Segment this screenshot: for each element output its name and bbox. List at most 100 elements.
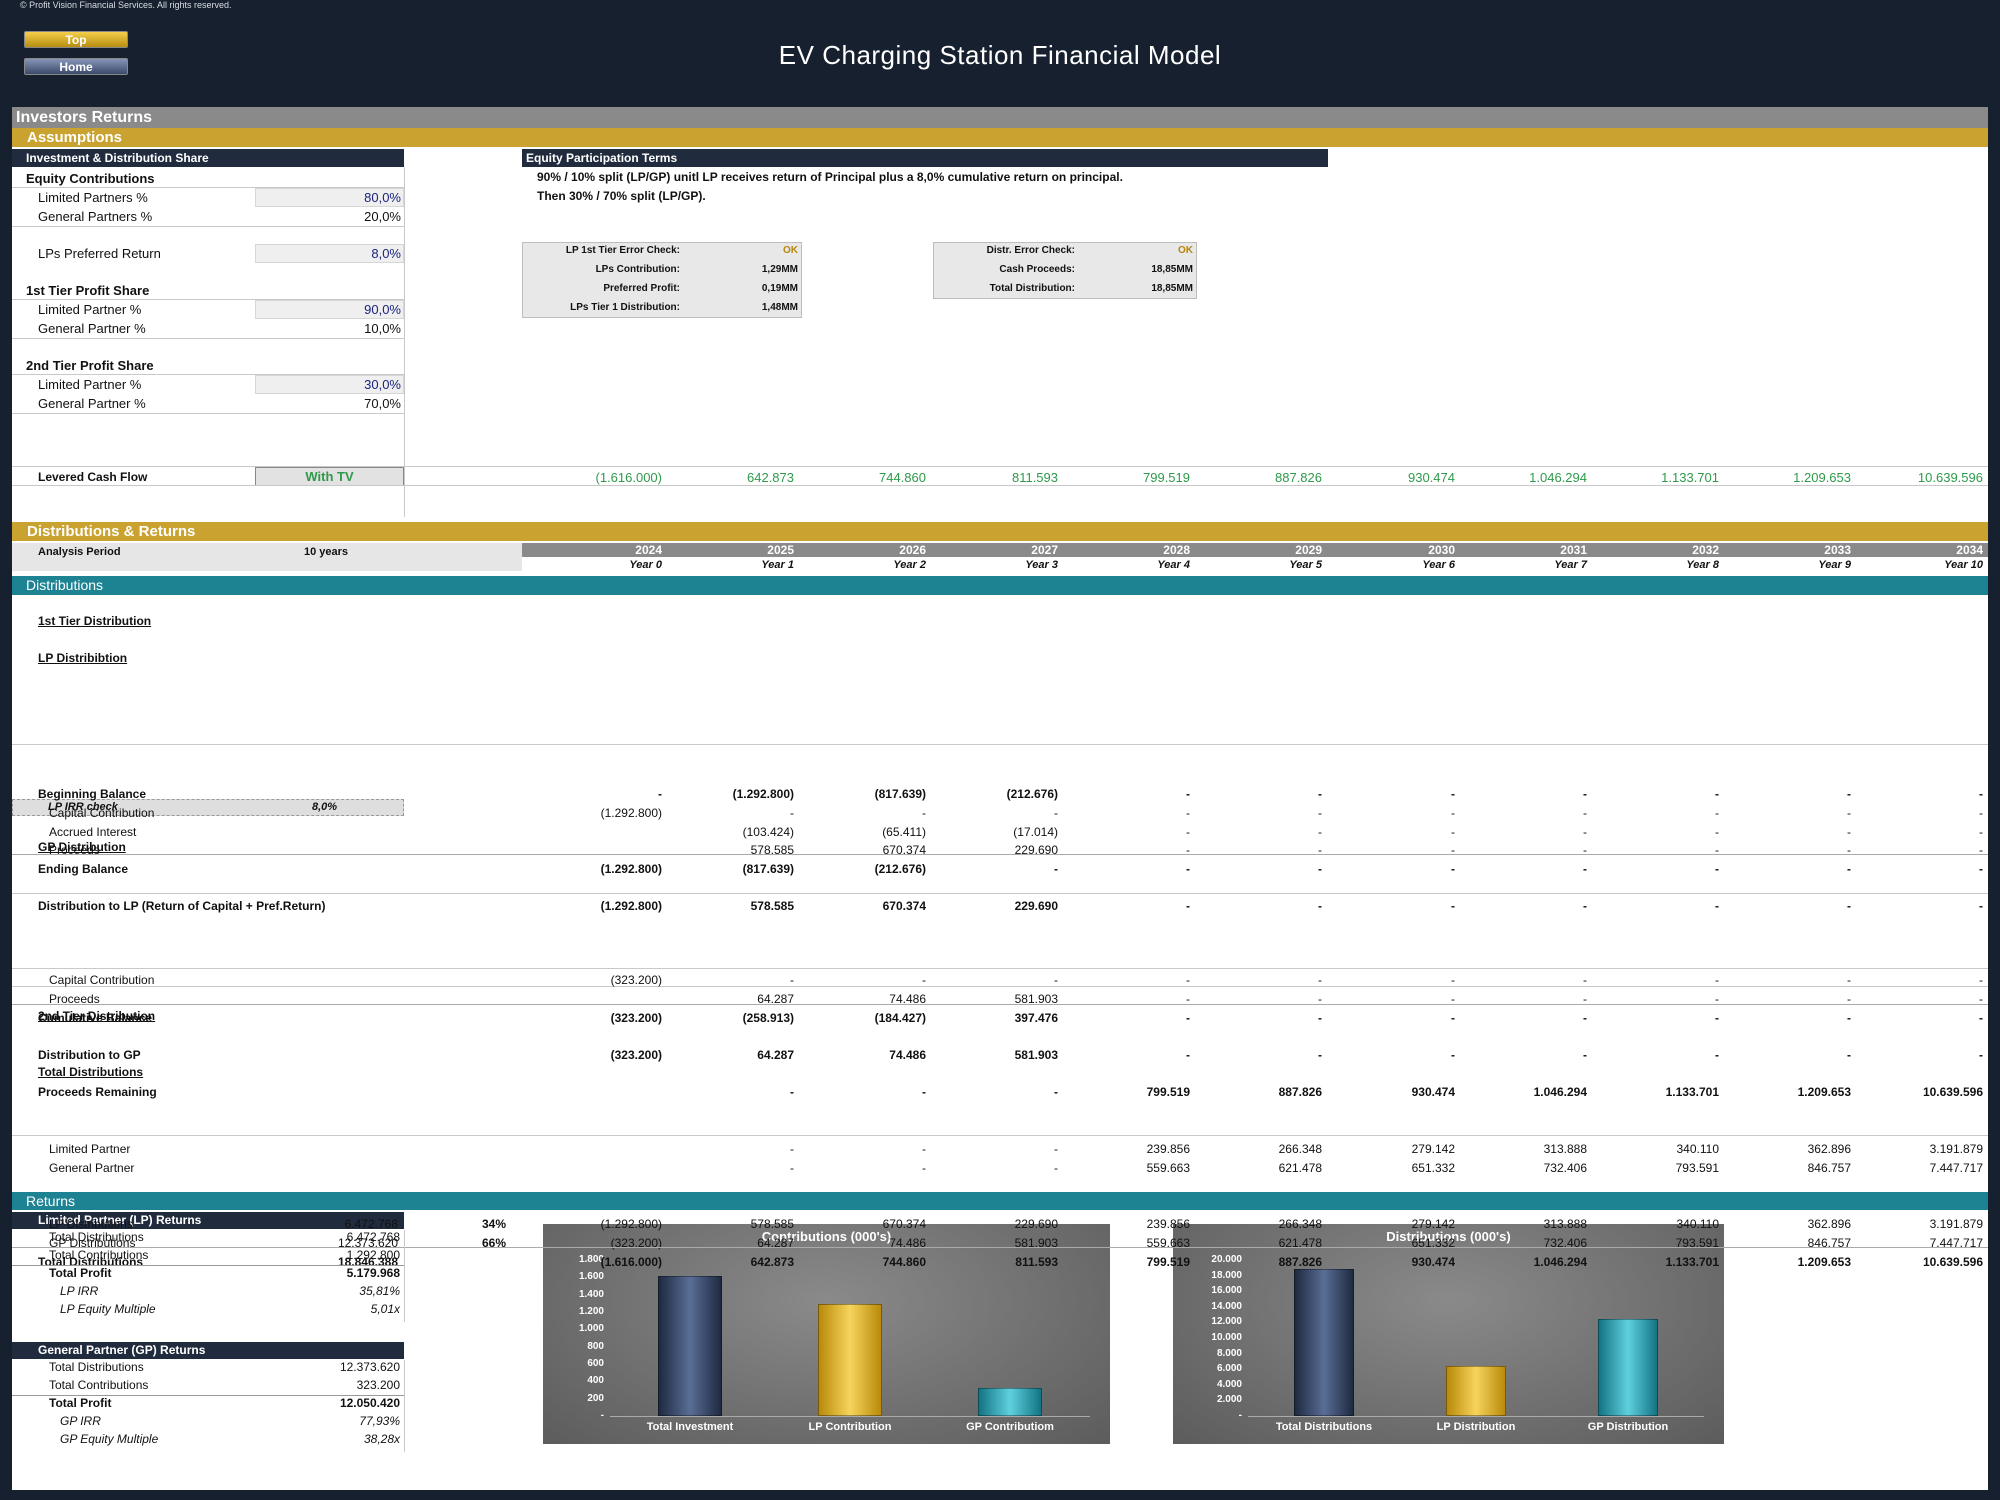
row-value: 1.046.294 <box>1533 1255 1587 1269</box>
tier1-lp-input[interactable]: 90,0% <box>364 302 401 317</box>
lp_returns-label: LP Equity Multiple <box>60 1302 156 1316</box>
year-label: Year 3 <box>1025 559 1058 571</box>
row-value: - <box>922 973 926 987</box>
gp_returns-value: 12.373.620 <box>339 1360 400 1374</box>
year-header: 2024 <box>635 543 662 557</box>
row-value: - <box>1583 899 1587 913</box>
analysis-period-label: Analysis Period <box>38 546 121 558</box>
year-label: Year 5 <box>1289 559 1322 571</box>
assumptions-header: Assumptions <box>12 128 1988 147</box>
pref-return-input[interactable]: 8,0% <box>371 246 401 261</box>
row-value: 642.873 <box>750 1255 794 1269</box>
row-value: - <box>1847 1011 1851 1025</box>
row-value: - <box>1583 806 1587 820</box>
row-value: 651.332 <box>1411 1161 1455 1175</box>
x-axis <box>1248 1416 1704 1417</box>
row-value: - <box>1715 899 1719 913</box>
row-value: - <box>1979 1048 1983 1062</box>
year-header: 2029 <box>1295 543 1322 557</box>
lp-percent-input[interactable]: 80,0% <box>364 190 401 205</box>
row-value: - <box>1847 899 1851 913</box>
levered-cash-flow-label: Levered Cash Flow <box>38 470 148 484</box>
check1-value: 0,19MM <box>761 283 798 294</box>
distributions-returns-header: Distributions & Returns <box>12 522 1988 541</box>
home-button[interactable]: Home <box>24 58 128 75</box>
y-tick-label: 1.000 <box>578 1323 604 1335</box>
terms-line-1: 90% / 10% split (LP/GP) unitl LP receive… <box>537 170 1123 184</box>
row-value: (1.292.800) <box>600 806 662 820</box>
row-value: 621.478 <box>1278 1236 1322 1250</box>
row-value: 313.888 <box>1543 1217 1587 1231</box>
tier2-gp-value: 70,0% <box>364 396 401 411</box>
tier2-lp-input[interactable]: 30,0% <box>364 377 401 392</box>
row-value: 930.474 <box>1411 1085 1455 1099</box>
row-value: - <box>1979 973 1983 987</box>
row-value: - <box>1451 843 1455 857</box>
year-label: Year 9 <box>1818 559 1851 571</box>
x-axis <box>610 1416 1090 1417</box>
gp_returns-value: 38,28x <box>363 1432 400 1446</box>
row-value: (212.676) <box>1006 787 1058 801</box>
row-value: - <box>1054 1142 1058 1156</box>
bar-2 <box>1598 1319 1658 1416</box>
row-value: - <box>790 1085 794 1099</box>
gp-percent-value: 20,0% <box>364 209 401 224</box>
row-value: - <box>1054 973 1058 987</box>
with-tv-toggle[interactable]: With TV <box>305 469 354 484</box>
row-value: 7.447.717 <box>1929 1236 1983 1250</box>
row-value: - <box>1583 1011 1587 1025</box>
row-value: 559.663 <box>1146 1236 1190 1250</box>
analysis-period-value: 10 years <box>304 546 349 558</box>
year-label: Year 8 <box>1686 559 1719 571</box>
row-label: Ending Balance <box>38 862 129 876</box>
y-tick-label: 400 <box>587 1375 604 1387</box>
row-value: 670.374 <box>882 843 926 857</box>
year-header: 2025 <box>767 543 794 557</box>
row-value: - <box>1847 992 1851 1006</box>
row-value: (65.411) <box>882 825 926 839</box>
row-value: 229.690 <box>1014 1217 1058 1231</box>
row-label: Proceeds <box>49 992 100 1006</box>
worksheet: Investors Returns Assumptions Investment… <box>12 107 1988 1490</box>
row-value: 10.639.596 <box>1922 1085 1983 1099</box>
lp_returns-value: 1.292.800 <box>346 1248 400 1262</box>
y-tick-label: 4.000 <box>1216 1378 1242 1390</box>
row-total: 12.373.620 <box>337 1236 398 1250</box>
row-value: - <box>1583 862 1587 876</box>
row-value: - <box>790 1142 794 1156</box>
check1-value: OK <box>783 245 798 256</box>
y-tick-label: 18.000 <box>1211 1269 1242 1281</box>
y-tick-label: - <box>600 1410 604 1421</box>
row-label: Accrued Interest <box>49 825 137 839</box>
row-value: (17.014) <box>1013 825 1058 839</box>
row-value: - <box>1318 843 1322 857</box>
row-value: - <box>1715 973 1719 987</box>
levered-cash-flow-value: (1.616.000) <box>595 470 663 485</box>
levered-cash-flow-value: 887.826 <box>1275 470 1322 485</box>
row-value: - <box>1186 862 1190 876</box>
tier2-lp-label: Limited Partner % <box>38 377 142 392</box>
row-value: - <box>1451 825 1455 839</box>
row-value: - <box>922 1142 926 1156</box>
row-value: (1.616.000) <box>600 1255 662 1269</box>
row-value: 1.209.653 <box>1797 1085 1851 1099</box>
row-value: 578.585 <box>750 843 794 857</box>
top-button[interactable]: Top <box>24 31 128 48</box>
row-value: - <box>1979 843 1983 857</box>
levered-cash-flow-value: 799.519 <box>1143 470 1190 485</box>
check1-label: LP 1st Tier Error Check: <box>565 245 680 256</box>
row-percent: 34% <box>481 1217 506 1231</box>
row-label: Cumulative Balance <box>38 1011 153 1025</box>
x-tick-label: LP Contribution <box>808 1421 892 1433</box>
row-value: - <box>1451 973 1455 987</box>
row-value: - <box>1318 787 1322 801</box>
total-distributions-title: Total Distributions <box>38 1065 144 1079</box>
check1-label: LPs Contribution: <box>595 264 680 275</box>
row-value: - <box>1451 1011 1455 1025</box>
year-header: 2033 <box>1824 543 1851 557</box>
row-value: (1.292.800) <box>732 787 794 801</box>
row-value: - <box>1847 806 1851 820</box>
row-value: - <box>1186 1048 1190 1062</box>
check1-value: 1,48MM <box>761 302 798 313</box>
x-tick-label: Total Investment <box>646 1421 734 1433</box>
